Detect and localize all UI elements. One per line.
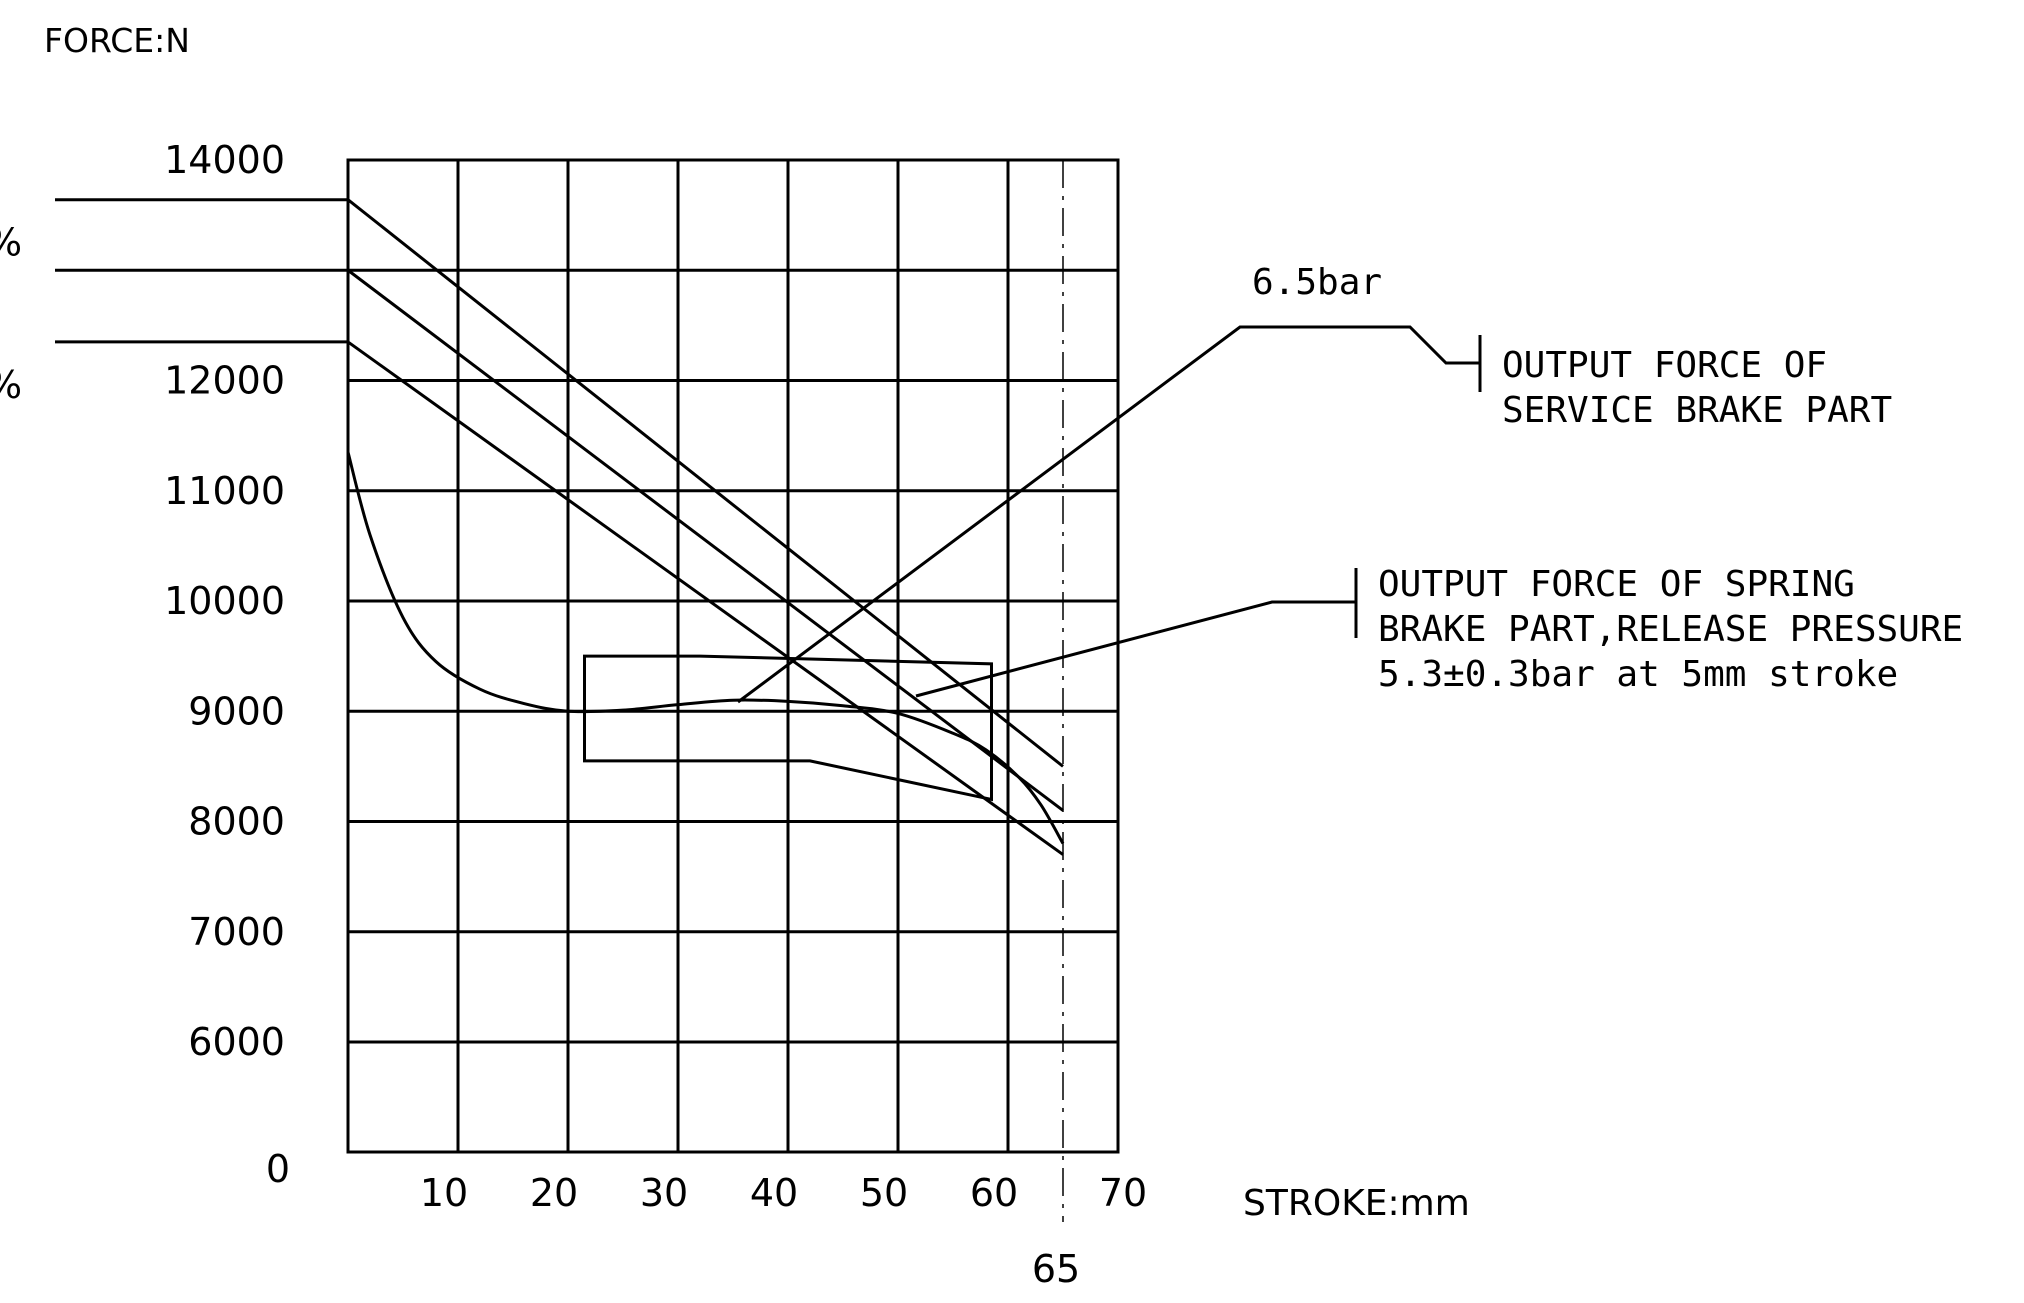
x-tick-label-40: 40 (750, 1171, 798, 1215)
left-label-2: ) (0, 291, 1, 335)
spring-tolerance-band (583, 654, 993, 802)
x-tick-label-50: 50 (860, 1171, 908, 1215)
y-tick-label-0: 0 (266, 1147, 290, 1191)
x-tick-label-10: 10 (420, 1171, 468, 1215)
spring-brake-leader (915, 600, 1356, 698)
service-brake-leader (737, 325, 1480, 704)
service-brake-note-line-1: OUTPUT FORCE OF (1502, 345, 1827, 386)
service-line-3 (347, 340, 1064, 856)
series-layer (55, 198, 1065, 856)
y-tick-label-8000: 8000 (188, 800, 285, 844)
y-tick-label-12000: 12000 (164, 359, 285, 403)
y-tick-label-10000: 10000 (164, 579, 285, 623)
x-axis-title: STROKE:mm (1243, 1183, 1470, 1224)
left-label-3: % (0, 363, 22, 407)
x-tick-labels: 10 20 30 40 50 60 70 (420, 1171, 1147, 1215)
left-label-1: % (0, 221, 22, 265)
y-tick-label-7000: 7000 (188, 910, 285, 954)
plot-frame (346, 158, 1120, 1154)
x-tick-label-20: 20 (530, 1171, 578, 1215)
x-tick-label-30: 30 (640, 1171, 688, 1215)
grid (348, 160, 1118, 1152)
spring-brake-note-line-2: BRAKE PART,RELEASE PRESSURE (1378, 609, 1963, 650)
service-line-1 (347, 198, 1064, 768)
y-tick-label-6000: 6000 (188, 1020, 285, 1064)
y-tick-label-11000: 11000 (164, 469, 285, 513)
y-tick-label-14000: 14000 (164, 138, 285, 182)
spring-brake-note-line-3: 5.3±0.3bar at 5mm stroke (1378, 654, 1898, 695)
spring-brake-note-line-1: OUTPUT FORCE OF SPRING (1378, 564, 1855, 605)
y-tick-labels: 0 6000 7000 8000 9000 10000 11000 12000 14000 (164, 138, 290, 1191)
pressure-label: 6.5bar (1252, 262, 1382, 303)
left-edge-labels: %)% (0, 221, 22, 407)
x-tick-label-65: 65 (1032, 1247, 1080, 1291)
x-tick-label-70: 70 (1099, 1171, 1147, 1215)
spring-force-curve (346, 451, 1065, 845)
y-tick-label-9000: 9000 (188, 689, 285, 733)
service-brake-note-line-2: SERVICE BRAKE PART (1502, 390, 1892, 431)
y-axis-title: FORCE:N (44, 21, 190, 60)
service-line-2 (347, 269, 1064, 812)
x-tick-label-60: 60 (970, 1171, 1018, 1215)
